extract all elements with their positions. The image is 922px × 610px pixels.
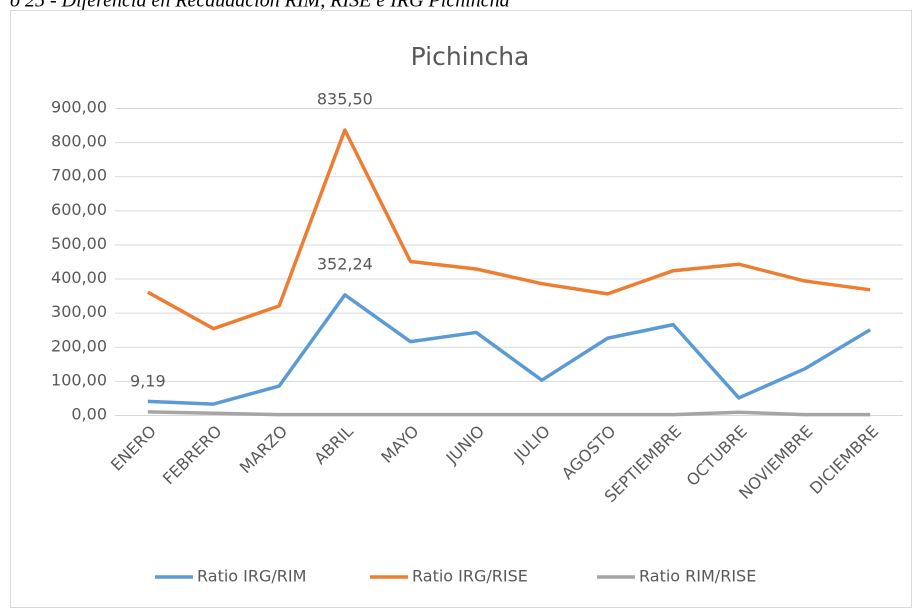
y-tick-label: 0,00 [71,405,107,424]
chart-title: Pichincha [411,42,530,71]
y-tick-label: 100,00 [51,370,107,389]
series-line [147,410,871,417]
x-tick-label: JUNIO [442,422,488,468]
x-tick-label: ABRIL [310,422,356,468]
data-label: 352,24 [317,254,373,273]
x-tick-label: AGOSTO [558,422,620,484]
y-tick-label: 600,00 [51,200,107,219]
x-tick-label: MAYO [377,422,422,467]
y-tick-label: 200,00 [51,336,107,355]
x-tick-label: DICIEMBRE [806,422,882,498]
legend-label: Ratio RIM/RISE [639,567,756,586]
y-tick-label: 700,00 [51,166,107,185]
x-tick-label: MARZO [236,422,291,477]
series-line [146,128,871,331]
y-tick-label: 900,00 [51,98,107,117]
y-tick-label: 800,00 [51,132,107,151]
data-label: 9,19 [130,371,166,390]
legend-label: Ratio IRG/RIM [197,567,306,586]
y-tick-label: 400,00 [51,268,107,287]
x-tick-label: FEBRERO [159,422,226,489]
data-label: 835,50 [317,90,373,109]
caption: o 25 - Diferencia en Recaudación RIM, RI… [10,0,510,12]
legend-label: Ratio IRG/RISE [412,567,528,586]
y-tick-label: 500,00 [51,234,107,253]
series-line [147,293,872,406]
x-tick-label: JULIO [510,422,554,466]
y-tick-label: 300,00 [51,302,107,321]
x-tick-label: OCTUBRE [683,422,751,490]
chart-border [10,10,912,608]
x-tick-label: ENERO [107,422,160,475]
